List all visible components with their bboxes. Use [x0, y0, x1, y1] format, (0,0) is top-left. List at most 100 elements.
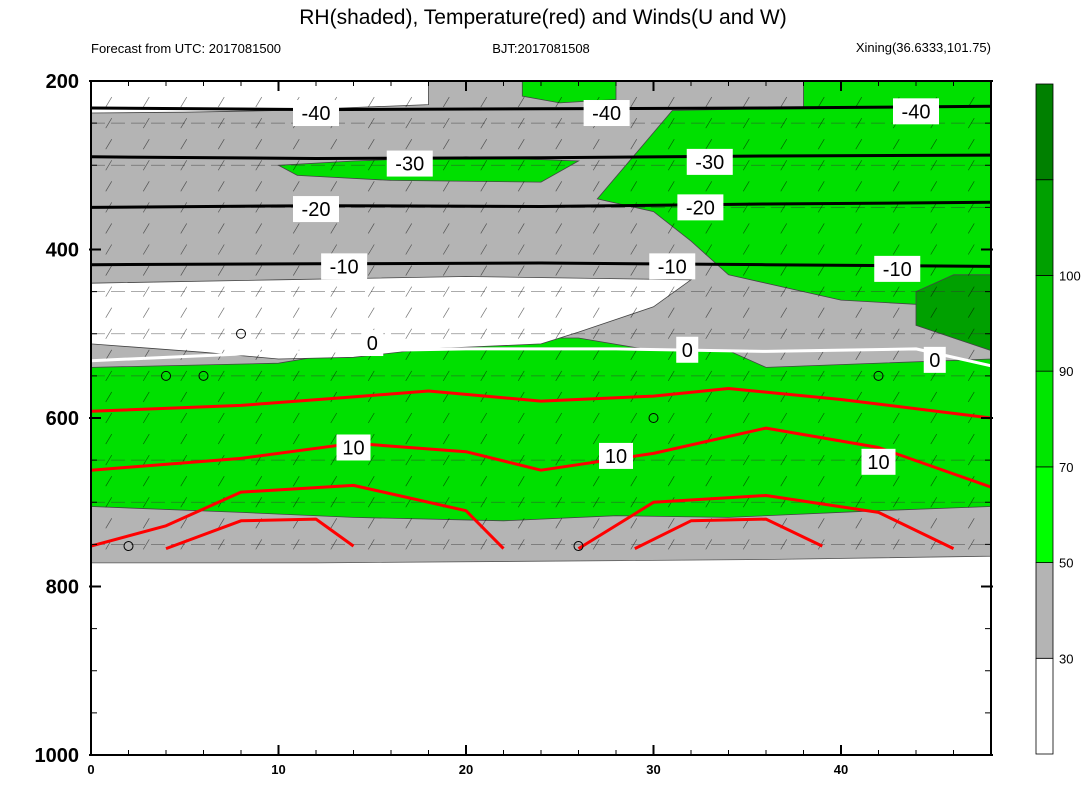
- wind-barb: [592, 391, 600, 403]
- wind-barb: [967, 286, 975, 297]
- wind-barb: [630, 265, 638, 276]
- wind-barb: [817, 412, 825, 424]
- contour-label: 0: [923, 346, 946, 373]
- wind-barb: [105, 307, 113, 318]
- colorbar-swatch: [1035, 370, 1054, 468]
- wind-barb: [630, 328, 638, 339]
- wind-barb: [255, 433, 263, 445]
- wind-barb: [817, 497, 825, 508]
- wind-barb: [105, 223, 113, 234]
- wind-barb: [255, 265, 263, 276]
- wind-barb: [105, 497, 113, 508]
- wind-barb: [817, 223, 825, 234]
- wind-barb: [517, 181, 525, 192]
- wind-barb: [142, 307, 150, 318]
- wind-barb: [480, 497, 488, 508]
- wind-barb: [667, 139, 675, 150]
- wind-barb: [517, 265, 525, 276]
- wind-barb: [630, 476, 638, 487]
- wind-barb: [855, 454, 863, 466]
- wind-barb: [817, 370, 825, 382]
- wind-barb: [930, 433, 938, 445]
- contour-label-text: -40: [902, 101, 931, 123]
- wind-barb: [142, 391, 150, 403]
- wind-barb: [930, 139, 938, 150]
- wind-barb: [180, 181, 188, 192]
- wind-barb: [892, 391, 900, 403]
- wind-barb: [630, 497, 638, 508]
- wind-barb: [780, 160, 788, 171]
- wind-barb: [817, 244, 825, 255]
- wind-barb: [480, 223, 488, 234]
- contour-label-box: [321, 253, 368, 280]
- wind-barb: [630, 349, 638, 360]
- contour-label: 10: [599, 442, 633, 469]
- wind-barb: [967, 328, 975, 339]
- wind-barb: [630, 518, 638, 529]
- wind-barb: [930, 518, 938, 529]
- wind-barb: [480, 328, 488, 339]
- contour-label: -10: [321, 253, 368, 280]
- wind-barb: [142, 244, 150, 255]
- wind-barb: [442, 412, 450, 424]
- wind-barb: [105, 117, 113, 129]
- wind-barb: [292, 160, 300, 171]
- wind-barb: [967, 349, 975, 360]
- wind-barb: [555, 181, 563, 192]
- wind-barb: [180, 497, 188, 508]
- temperature-contour--40: [91, 104, 991, 112]
- wind-barb: [105, 476, 113, 487]
- contour-label: 0: [676, 336, 699, 363]
- wind-barb: [630, 412, 638, 424]
- contour-label-box: [861, 448, 896, 475]
- wind-barb: [442, 454, 450, 466]
- wind-barb: [255, 328, 263, 339]
- contour-label-box: [686, 148, 733, 175]
- wind-barb: [105, 454, 113, 466]
- wind-barb: [480, 539, 488, 550]
- wind-barbs-layer: [105, 96, 975, 550]
- wind-barb: [930, 497, 938, 508]
- contour-label: 10: [861, 448, 896, 475]
- wind-barb: [292, 286, 300, 297]
- contour-label: -40: [893, 98, 939, 125]
- wind-barb: [705, 117, 713, 129]
- colorbar-level-label: 90: [1059, 364, 1073, 379]
- wind-barb: [442, 160, 450, 171]
- contour-label: -40: [583, 100, 630, 127]
- wind-barb: [967, 139, 975, 150]
- wind-barb: [180, 244, 188, 255]
- wind-barb: [105, 139, 113, 150]
- wind-barb: [817, 328, 825, 339]
- wind-barb: [480, 307, 488, 318]
- wind-barb: [592, 286, 600, 297]
- wind-barb: [442, 370, 450, 382]
- wind-barb: [217, 391, 225, 403]
- wind-barb: [367, 286, 375, 297]
- wind-barb: [855, 349, 863, 360]
- wind-barb: [930, 454, 938, 466]
- rh-region-moist-0: [91, 337, 991, 522]
- wind-barb: [442, 181, 450, 192]
- wind-barb: [892, 244, 900, 255]
- wind-barb: [142, 286, 150, 297]
- wind-barb: [517, 223, 525, 234]
- wind-barb: [630, 286, 638, 297]
- calm-wind-circle: [873, 370, 884, 381]
- contour-label-box: [923, 346, 946, 373]
- wind-barb: [855, 181, 863, 192]
- wind-barb: [292, 497, 300, 508]
- wind-barb: [780, 139, 788, 150]
- wind-barb: [442, 349, 450, 360]
- wind-barb: [180, 518, 188, 529]
- wind-barb: [105, 370, 113, 382]
- wind-barb: [817, 117, 825, 129]
- wind-barb: [892, 497, 900, 508]
- wind-barb: [667, 244, 675, 255]
- wind-barb: [480, 244, 488, 255]
- wind-barb: [742, 139, 750, 150]
- wind-barb: [292, 539, 300, 550]
- wind-barb: [742, 412, 750, 424]
- wind-barb: [105, 286, 113, 297]
- wind-barb: [142, 117, 150, 129]
